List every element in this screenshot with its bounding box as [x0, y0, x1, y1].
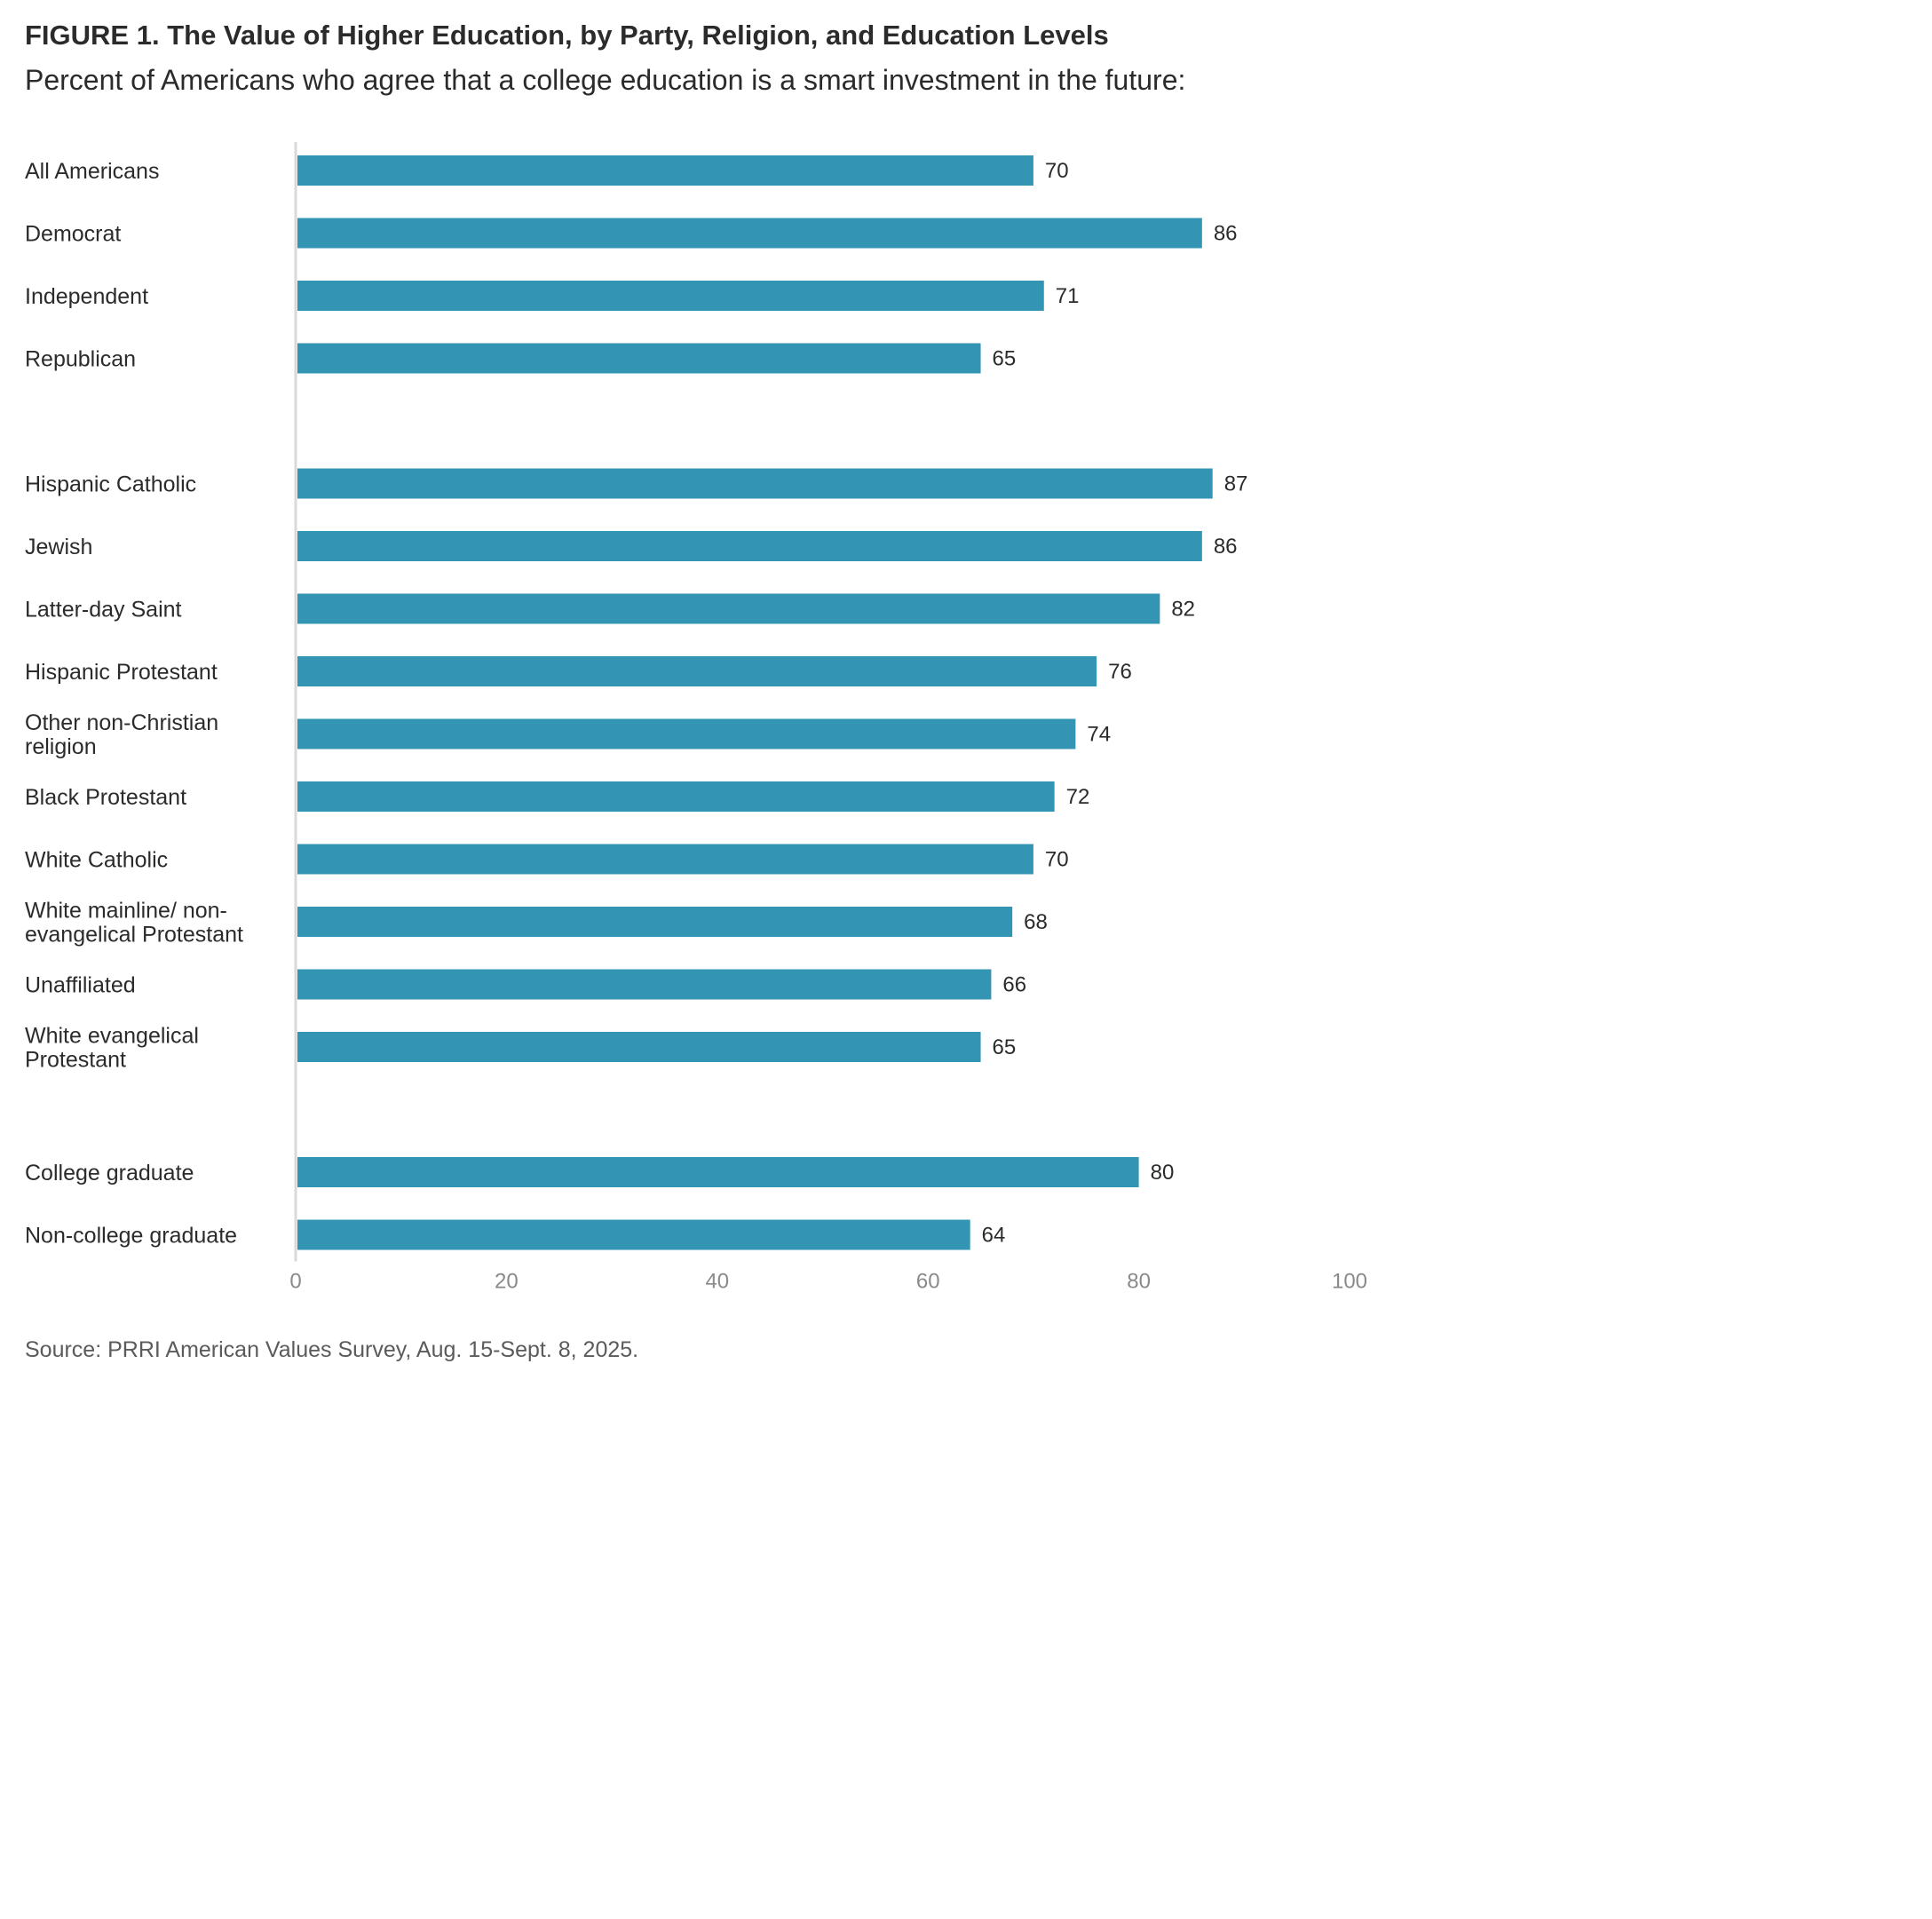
bar: [297, 844, 1033, 875]
category-label: White Catholic: [25, 848, 168, 873]
bar: [297, 1032, 981, 1062]
data-label: 70: [1045, 848, 1069, 872]
data-label: 74: [1087, 723, 1111, 747]
bar: [297, 218, 1202, 249]
x-tick-label: 60: [916, 1270, 940, 1294]
bar: [297, 343, 981, 374]
x-tick-label: 40: [705, 1270, 729, 1294]
chart-subtitle: Percent of Americans who agree that a co…: [25, 64, 1186, 96]
category-label: Black Protestant: [25, 785, 186, 810]
source-note: Source: PRRI American Values Survey, Aug…: [25, 1337, 639, 1362]
data-label: 80: [1151, 1161, 1175, 1185]
category-label: evangelical Protestant: [25, 923, 243, 948]
category-label: Republican: [25, 347, 136, 372]
bar: [297, 907, 1013, 937]
category-label: Non-college graduate: [25, 1224, 237, 1249]
x-tick-label: 80: [1127, 1270, 1151, 1294]
bar: [297, 155, 1033, 186]
data-label: 72: [1066, 785, 1090, 809]
data-label: 76: [1108, 660, 1132, 684]
category-label: White mainline/ non-: [25, 899, 227, 924]
data-label: 86: [1214, 222, 1238, 246]
data-label: 64: [982, 1224, 1006, 1248]
category-label: Latter-day Saint: [25, 598, 182, 622]
x-tick-label: 0: [289, 1270, 301, 1294]
bar: [297, 531, 1202, 561]
category-label: White evangelical: [25, 1024, 199, 1049]
category-label: Hispanic Protestant: [25, 660, 218, 685]
bar-chart: 70 All Americans 86 Democrat 71 Independent 65…: [25, 142, 1367, 1294]
bar: [297, 593, 1160, 624]
category-label: Hispanic Catholic: [25, 472, 196, 497]
category-label: Democrat: [25, 222, 121, 247]
category-label: College graduate: [25, 1161, 194, 1185]
category-label: Unaffiliated: [25, 973, 136, 998]
chart-title: FIGURE 1. The Value of Higher Education,…: [25, 20, 1109, 51]
category-label: Jewish: [25, 535, 92, 559]
x-tick-label: 100: [1332, 1270, 1367, 1294]
data-label: 65: [993, 1035, 1017, 1059]
bar: [297, 468, 1213, 499]
bar: [297, 281, 1044, 311]
category-label: Protestant: [25, 1048, 126, 1073]
bar: [297, 718, 1076, 749]
data-label: 87: [1224, 472, 1248, 496]
category-label: Independent: [25, 284, 148, 309]
bar: [297, 781, 1055, 812]
data-label: 66: [1002, 973, 1026, 997]
category-label: Other non-Christian: [25, 710, 218, 735]
bar: [297, 1157, 1139, 1187]
data-label: 82: [1171, 598, 1195, 622]
data-label: 70: [1045, 159, 1069, 183]
data-label: 68: [1024, 910, 1048, 934]
bar: [297, 1219, 970, 1250]
data-label: 71: [1056, 284, 1080, 308]
category-label: religion: [25, 734, 97, 759]
x-tick-label: 20: [495, 1270, 519, 1294]
bar: [297, 969, 992, 1000]
bar: [297, 656, 1097, 686]
data-label: 86: [1214, 535, 1238, 559]
category-label: All Americans: [25, 159, 159, 184]
data-label: 65: [993, 347, 1017, 371]
